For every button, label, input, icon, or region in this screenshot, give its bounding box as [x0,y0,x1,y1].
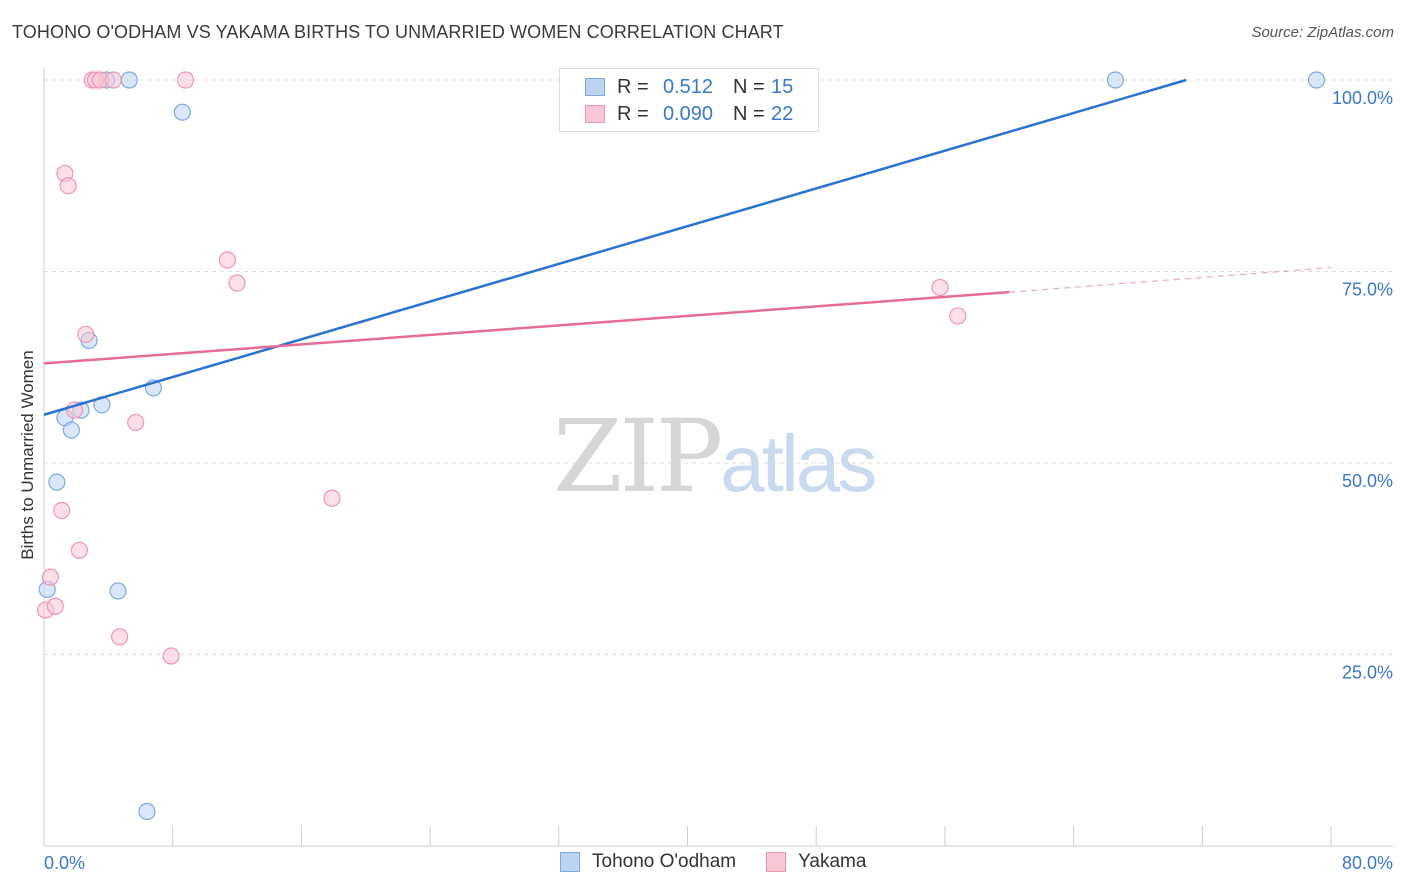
series-legend-yakama: Yakama [766,851,866,873]
y-tick-label: 100.0% [1332,88,1393,108]
y-tick-label: 25.0% [1342,663,1393,683]
yakama-point [104,71,122,89]
watermark-zip: ZIP [553,398,723,515]
yakama-point [931,278,949,297]
tohono-point [120,71,138,89]
yakama-trend-line [43,290,1010,365]
watermark: ZIPatlas [553,398,877,515]
tohono-point [138,802,156,821]
yakama-trend-extension [1009,267,1332,293]
tohono-point [1106,71,1125,89]
series-label-tohono: Tohono O'odham [592,851,737,872]
series-swatch-yakama [766,852,787,872]
yakama-point [162,647,180,665]
yakama-point [77,325,95,343]
yakama-point [218,251,236,269]
legend-row-tohono: R = 0.512 N = 15 [585,75,793,99]
yakama-point [70,541,88,559]
legend-r-label: R = [617,75,649,98]
yakama-point [176,71,195,89]
tohono-point [62,421,80,439]
yakama-point [53,501,71,520]
yakama-point [323,489,341,507]
legend-swatch-tohono [585,78,605,96]
tohono-point [173,103,191,121]
legend-n-label: N = [733,75,765,98]
legend-n-label: N = [733,102,765,125]
legend-row-yakama: R = 0.090 N = 22 [585,102,793,126]
y-tick-label: 75.0% [1342,280,1393,300]
yakama-point [41,568,60,586]
x-tick-label: 0.0% [44,853,85,873]
series-label-yakama: Yakama [798,851,867,872]
x-tick-label: 80.0% [1342,853,1393,873]
y-axis-label: Births to Unmarried Women [18,350,37,560]
yakama-point [228,274,246,292]
series-swatch-tohono [560,852,580,872]
legend-r-label: R = [617,102,649,125]
correlation-legend: R = 0.512 N = 15 R = 0.090 N = 22 [559,68,819,132]
yakama-point [59,177,77,195]
legend-n-value: 22 [771,102,794,125]
legend-swatch-yakama [585,105,605,123]
tohono-trend-line [43,78,1187,416]
yakama-point [949,307,967,325]
legend-r-value: 0.090 [662,102,713,125]
tohono-point [1307,71,1326,89]
legend-n-value: 15 [771,75,794,98]
yakama-point [127,413,145,432]
tohono-point [109,582,127,600]
tohono-point [48,473,66,491]
legend-r-value: 0.512 [662,75,713,98]
series-legend: Tohono O'odham Yakama [560,851,896,873]
yakama-point [46,597,64,615]
chart-title: TOHONO O'ODHAM VS YAKAMA BIRTHS TO UNMAR… [12,22,784,42]
series-legend-tohono: Tohono O'odham [560,851,736,873]
yakama-point [111,628,129,646]
source-note: Source: ZipAtlas.com [1251,24,1394,41]
y-tick-label: 50.0% [1342,471,1393,491]
